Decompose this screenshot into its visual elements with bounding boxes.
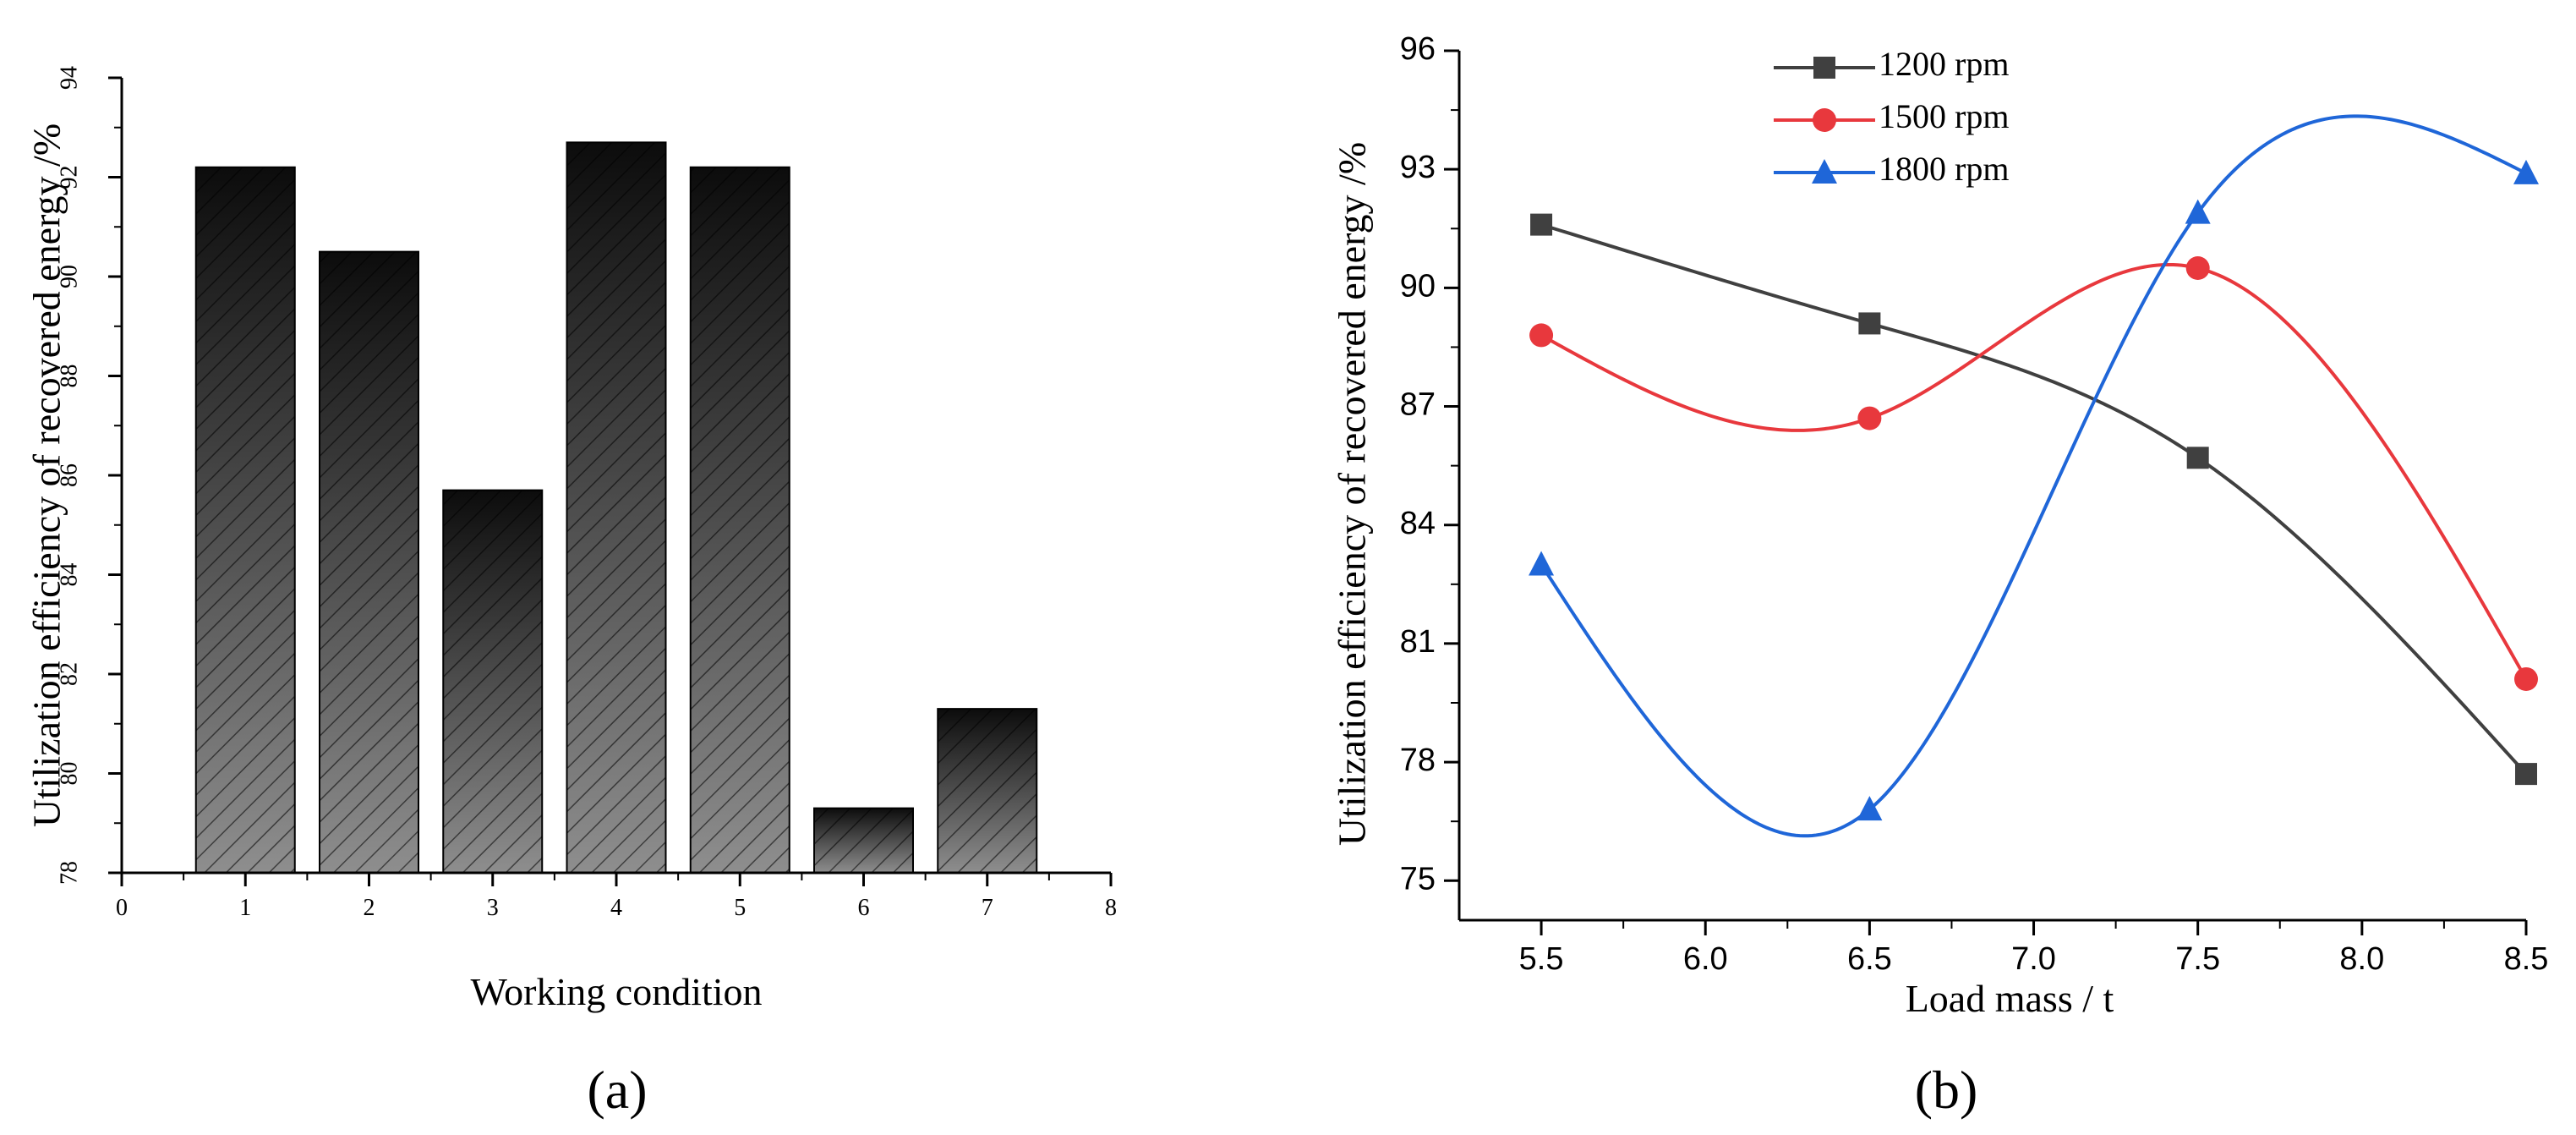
point-1200-rpm: [1858, 312, 1881, 335]
point-1800-rpm: [1529, 551, 1555, 576]
legend-marker: [1812, 159, 1837, 184]
point-1800-rpm: [2513, 159, 2539, 184]
point-1500-rpm: [1857, 406, 1882, 430]
y-tick-label: 90: [1400, 268, 1436, 304]
y-tick-label: 78: [1400, 743, 1436, 778]
x-tick-label: 7.0: [2011, 941, 2056, 977]
x-tick-label: 8: [1105, 895, 1117, 921]
x-tick-label: 8.0: [2339, 941, 2384, 977]
series-line-1500-rpm: [1540, 262, 2526, 680]
y-tick-label: 90: [56, 265, 82, 288]
bar-5: [689, 166, 790, 874]
point-1200-rpm: [2186, 447, 2209, 469]
x-tick-label: 2: [364, 895, 375, 921]
legend-item: 1500 rpm: [1774, 97, 2009, 135]
series-line-1200-rpm: [1540, 222, 2526, 776]
x-tick-label: 5.5: [1519, 941, 1564, 977]
y-tick-label: 92: [56, 166, 82, 189]
point-1200-rpm: [2515, 763, 2537, 786]
series-line-1800-rpm: [1540, 114, 2526, 838]
y-tick-label: 94: [56, 66, 82, 90]
panel-label-b: (b): [1915, 1060, 1978, 1120]
x-tick-label: 5: [734, 895, 746, 921]
chart-b: 75 78 81 84 87 90 93 96 5.5 6.0 6.5 7.0 7.5 8.0 8.5 12…: [1331, 31, 2549, 1020]
bar-2: [319, 250, 419, 874]
point-1800-rpm: [1857, 796, 1883, 821]
point-1500-rpm: [1529, 323, 1554, 348]
x-tick-label: 8.5: [2504, 941, 2549, 977]
y-tick-label: 96: [1400, 31, 1436, 67]
x-tick-label: 4: [610, 895, 622, 921]
bar-6: [813, 807, 914, 874]
y-tick-label: 86: [56, 463, 82, 487]
x-tick-label: 0: [116, 895, 128, 921]
x-tick-label: 6.5: [1847, 941, 1892, 977]
y-tick-label: 84: [56, 563, 82, 587]
x-tick-label: 7.5: [2175, 941, 2220, 977]
x-tick-label: 3: [487, 895, 499, 921]
point-1500-rpm: [2514, 666, 2538, 691]
point-1500-rpm: [2185, 256, 2210, 280]
legend-label: 1200 rpm: [1879, 45, 2009, 83]
panel-label-a: (a): [587, 1060, 647, 1120]
y-tick-label: 78: [56, 861, 82, 885]
y-tick-label: 88: [56, 365, 82, 388]
legend-label: 1500 rpm: [1879, 97, 2009, 135]
bar-1: [194, 166, 296, 874]
legend-item: 1200 rpm: [1774, 45, 2009, 83]
axes: 75 78 81 84 87 90 93 96 5.5 6.0 6.5 7.0 7.5 8.0 8.5: [1400, 31, 2549, 977]
legend-marker: [1813, 57, 1835, 79]
legend-item: 1800 rpm: [1774, 150, 2009, 188]
x-tick-label: 7: [982, 895, 993, 921]
y-tick-label: 93: [1400, 150, 1436, 185]
point-1200-rpm: [1530, 213, 1553, 236]
y-tick-label: 82: [56, 662, 82, 686]
bar-7: [937, 708, 1038, 874]
point-1800-rpm: [2185, 199, 2211, 224]
y-tick-label: 75: [1400, 861, 1436, 896]
legend-label: 1800 rpm: [1879, 150, 2009, 188]
y-axis-label: Utilization efficiency of recovered ener…: [25, 123, 68, 827]
series-markers: [1529, 159, 2539, 821]
bar-3: [442, 489, 544, 874]
x-tick-label: 6: [858, 895, 870, 921]
y-tick-label: 84: [1400, 506, 1436, 541]
legend: 1200 rpm 1500 rpm 1800 rpm: [1774, 45, 2009, 188]
y-tick-label: 81: [1400, 624, 1436, 660]
y-tick-label: 80: [56, 762, 82, 786]
legend-marker: [1813, 108, 1836, 132]
x-axis-label: Load mass / t: [1906, 977, 2114, 1020]
bar-4: [566, 141, 667, 874]
bars: [194, 141, 1038, 874]
x-axis-label: Working condition: [470, 970, 762, 1013]
y-axis-label: Utilization efficiency of recovered ener…: [1331, 142, 1374, 846]
x-tick-label: 6.0: [1683, 941, 1728, 977]
y-tick-label: 87: [1400, 387, 1436, 423]
series-lines: [1540, 114, 2526, 838]
x-tick-label: 1: [239, 895, 251, 921]
